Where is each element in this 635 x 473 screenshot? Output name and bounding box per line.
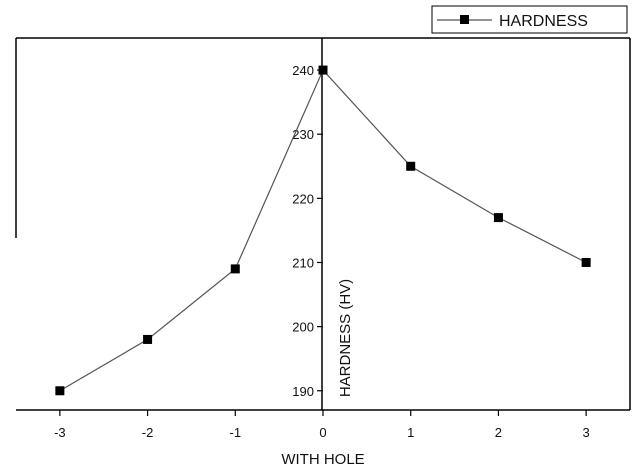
legend: HARDNESS	[431, 5, 628, 34]
y-axis-ticks: 190 200 210 220 230 240	[292, 63, 323, 399]
legend-marker-swatch	[460, 15, 469, 24]
data-point	[230, 264, 240, 274]
x-tick-label: 2	[495, 425, 502, 440]
x-tick-label: 3	[583, 425, 590, 440]
y-tick-label: 220	[292, 191, 314, 206]
legend-label: HARDNESS	[499, 13, 588, 30]
legend-box	[431, 5, 628, 34]
data-point	[55, 386, 65, 396]
x-tick-label: -3	[54, 425, 66, 440]
data-point	[318, 65, 328, 75]
data-point	[143, 334, 153, 344]
y-tick-label: 230	[292, 127, 314, 142]
y-tick-label: 210	[292, 255, 314, 270]
y-axis-title: HARDNESS (HV)	[337, 279, 354, 397]
series-line-hardness	[59, 68, 587, 392]
data-point	[581, 257, 591, 267]
y-tick-label: 190	[292, 384, 314, 399]
x-tick-label: 0	[319, 425, 326, 440]
data-point	[406, 161, 416, 171]
x-tick-label: -1	[230, 425, 242, 440]
y-tick-label: 240	[292, 63, 314, 78]
series-layer	[55, 65, 591, 396]
data-point	[493, 213, 503, 223]
y-tick-label: 200	[292, 320, 314, 335]
x-axis-ticks: -3 -2 -1 0 1 2 3	[54, 410, 590, 440]
x-axis-title: WITH HOLE	[281, 451, 364, 468]
x-tick-label: 1	[407, 425, 414, 440]
x-tick-label: -2	[142, 425, 154, 440]
